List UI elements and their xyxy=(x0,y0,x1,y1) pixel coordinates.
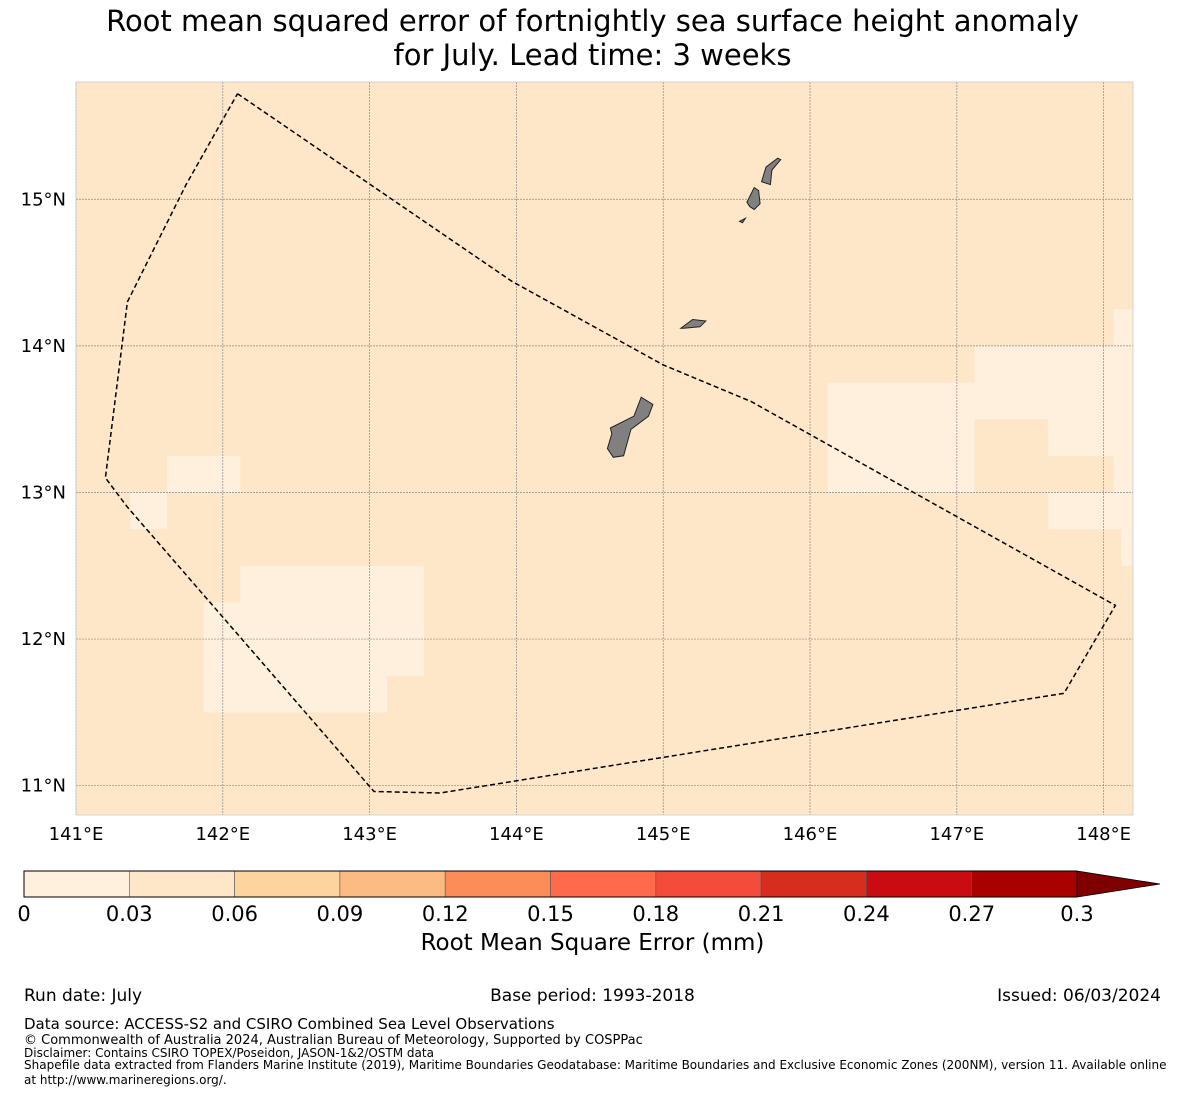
colorbar-segment xyxy=(971,870,1078,898)
issued-date: Issued: 06/03/2024 xyxy=(997,986,1161,1006)
rmse-cell-low-10 xyxy=(1121,529,1133,566)
colorbar-segment xyxy=(23,870,130,898)
map-title-line2: for July. Lead time: 3 weeks xyxy=(393,38,792,72)
colorbar-segment xyxy=(866,870,973,898)
colorbar-segment xyxy=(444,870,551,898)
colorbar-tick-label: 0.24 xyxy=(843,902,890,926)
map-layer xyxy=(75,81,1134,816)
colorbar-tick-label: 0.03 xyxy=(106,902,153,926)
colorbar-title: Root Mean Square Error (mm) xyxy=(420,930,765,956)
map-title-line1: Root mean squared error of fortnightly s… xyxy=(106,4,1079,38)
latitude-tick-labels: 15°N 14°N 13°N 12°N 11°N xyxy=(21,189,66,796)
rmse-cell-low-9 xyxy=(1047,492,1133,530)
colorbar-segment xyxy=(550,870,657,898)
colorbar-segment xyxy=(234,870,341,898)
colorbar-tick-labels: 0 0.03 0.06 0.09 0.12 0.15 0.18 0.21 0.24 0.27 0.3 xyxy=(17,902,1093,926)
longitude-tick-label: 148°E xyxy=(1076,824,1131,845)
island-rota xyxy=(679,318,707,329)
eez-boundary xyxy=(104,93,1117,794)
island-tinian xyxy=(746,186,761,211)
colorbar-tick-label: 0.09 xyxy=(317,902,364,926)
latitude-tick-label: 11°N xyxy=(21,776,66,797)
data-source: Data source: ACCESS-S2 and CSIRO Combine… xyxy=(24,1015,555,1033)
rmse-cell-low-3 xyxy=(240,565,424,603)
colorbar: 0 0.03 0.06 0.09 0.12 0.15 0.18 0.21 0.24 0.27 0.3 xyxy=(17,870,1161,926)
rmse-cell-low-5 xyxy=(827,382,975,493)
colorbar-tick-label: 0.15 xyxy=(527,902,574,926)
base-period: Base period: 1993-2018 xyxy=(490,986,695,1006)
island-guam xyxy=(606,396,654,458)
colorbar-segment xyxy=(339,870,446,898)
colorbar-tick-label: 0 xyxy=(17,902,30,926)
shapefile-credit: Shapefile data extracted from Flanders M… xyxy=(24,1058,1167,1087)
rmse-cell-low-6 xyxy=(974,345,1133,420)
latitude-tick-label: 12°N xyxy=(21,629,66,650)
run-date: Run date: July xyxy=(24,986,143,1006)
colorbar-segment xyxy=(129,870,235,898)
rmse-cell-low-0 xyxy=(130,492,168,530)
latitude-tick-label: 14°N xyxy=(21,336,66,357)
colorbar-tick-label: 0.12 xyxy=(422,902,469,926)
longitude-tick-label: 144°E xyxy=(489,824,544,845)
latitude-tick-label: 13°N xyxy=(21,482,66,503)
longitude-tick-label: 147°E xyxy=(929,824,984,845)
colorbar-segment xyxy=(655,870,762,898)
colorbar-extend-arrow xyxy=(1076,870,1161,898)
disclaimer: Disclaimer: Contains CSIRO TOPEX/Poseido… xyxy=(24,1046,434,1060)
rmse-cell-low-2 xyxy=(203,602,388,713)
rmse-cell-low-4 xyxy=(387,602,424,676)
colorbar-tick-label: 0.18 xyxy=(632,902,679,926)
longitude-tick-label: 143°E xyxy=(342,824,397,845)
island-saipan xyxy=(760,157,782,186)
map-panel[interactable]: 141°E 142°E 143°E 144°E 145°E 146°E 147°E 148°E… xyxy=(0,0,1185,850)
copyright: © Commonwealth of Australia 2024, Austra… xyxy=(24,1033,643,1048)
colorbar-segments xyxy=(23,870,1161,898)
rmse-cell-low-8 xyxy=(1113,309,1133,493)
colorbar-tick-label: 0.21 xyxy=(738,902,785,926)
map-title: Root mean squared error of fortnightly s… xyxy=(0,4,1185,72)
longitude-tick-label: 145°E xyxy=(636,824,691,845)
colorbar-outline xyxy=(23,870,1077,898)
longitude-tick-label: 142°E xyxy=(195,824,250,845)
colorbar-tick-label: 0.06 xyxy=(211,902,258,926)
colorbar-tick-label: 0.27 xyxy=(948,902,995,926)
longitude-tick-labels: 141°E 142°E 143°E 144°E 145°E 146°E 147°E 148°E xyxy=(49,824,1131,845)
island-aguijan xyxy=(738,216,747,224)
colorbar-segment xyxy=(760,870,867,898)
longitude-tick-label: 141°E xyxy=(49,824,104,845)
rmse-cell-low-1 xyxy=(167,455,241,493)
longitude-tick-label: 146°E xyxy=(783,824,838,845)
map-frame xyxy=(75,81,1134,816)
colorbar-tick-label: 0.3 xyxy=(1060,902,1093,926)
latitude-tick-label: 15°N xyxy=(21,189,66,210)
